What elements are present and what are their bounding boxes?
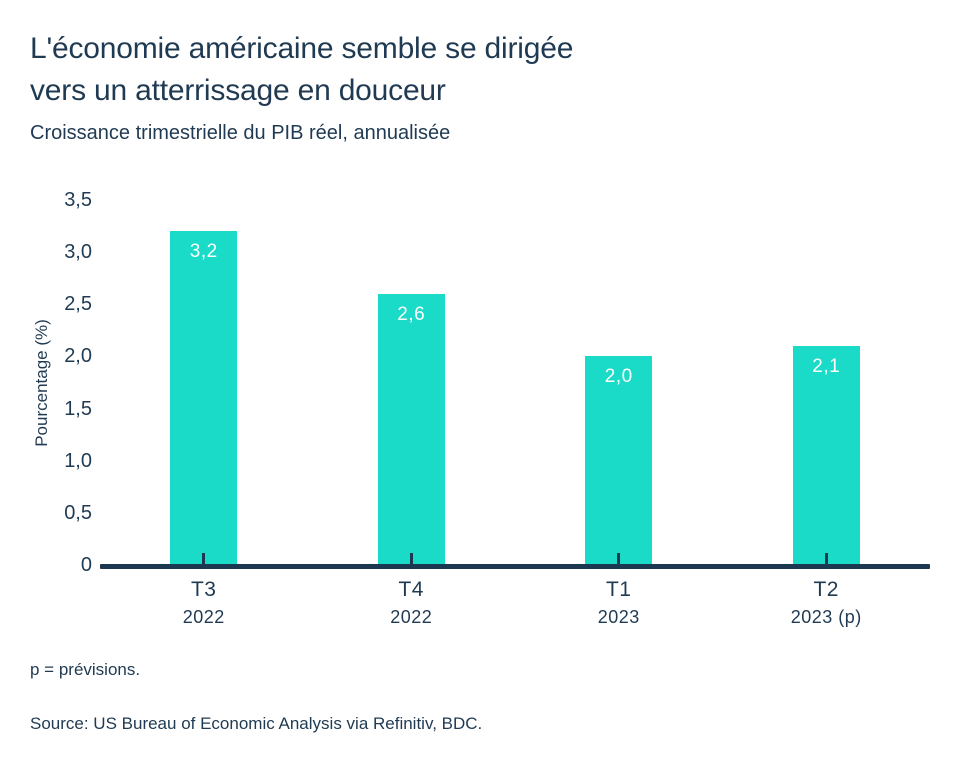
footnote: p = prévisions. (30, 660, 141, 679)
page-title: L'économie américaine semble se dirigée … (30, 28, 573, 112)
x-axis-labels: T3 2022 T4 2022 T1 2023 T2 2023 (p) (100, 578, 930, 628)
bar-value-label: 2,6 (397, 303, 426, 325)
y-tick-label: 0 (80, 554, 92, 576)
y-tick-label: 3,5 (64, 189, 92, 211)
page-title-line1: L'économie américaine semble se dirigée (30, 32, 574, 65)
chart-subtitle: Croissance trimestrielle du PIB réel, an… (30, 122, 451, 144)
x-label-quarter: T2 (813, 578, 839, 601)
x-axis-tick (202, 553, 206, 565)
page-title-line2: vers un atterrissage en douceur (30, 74, 446, 107)
x-label-year: 2023 (p) (790, 607, 862, 627)
x-axis-tick (824, 553, 828, 565)
bar: 3,2 (170, 231, 238, 565)
y-tick-label: 3,0 (64, 241, 92, 264)
x-label-year: 2022 (390, 607, 433, 627)
x-axis-tick (617, 553, 621, 565)
x-tick-label: T2 2023 (p) (723, 578, 931, 628)
bar-value-label: 2,0 (604, 366, 633, 388)
y-tick-label: 1,0 (64, 449, 92, 472)
x-label-quarter: T4 (398, 578, 424, 601)
x-axis-line (100, 564, 930, 569)
x-label-year: 2023 (597, 607, 640, 627)
y-tick-label: 0,5 (64, 501, 92, 524)
bar: 2,1 (792, 346, 860, 565)
y-tick-label: 1,5 (64, 397, 92, 420)
x-tick-label: T3 2022 (100, 578, 308, 628)
x-label-quarter: T1 (605, 578, 632, 601)
y-axis-title: Pourcentage (%) (32, 319, 51, 447)
bar: 2,6 (377, 293, 445, 565)
bar-value-label: 2,1 (812, 356, 841, 377)
x-tick-label: T1 2023 (515, 578, 723, 628)
source-text: Source: US Bureau of Economic Analysis v… (30, 714, 483, 733)
bar: 2,0 (585, 356, 653, 565)
bar-value-label: 3,2 (189, 241, 218, 263)
plot-area: 3,2 2,6 2,0 2,1 (100, 200, 930, 565)
x-label-quarter: T3 (190, 578, 217, 601)
y-tick-label: 2,0 (64, 345, 92, 368)
x-tick-label: T4 2022 (308, 578, 516, 628)
x-label-year: 2022 (182, 607, 225, 627)
x-axis-tick (409, 553, 413, 565)
y-tick-label: 2,5 (64, 293, 92, 316)
